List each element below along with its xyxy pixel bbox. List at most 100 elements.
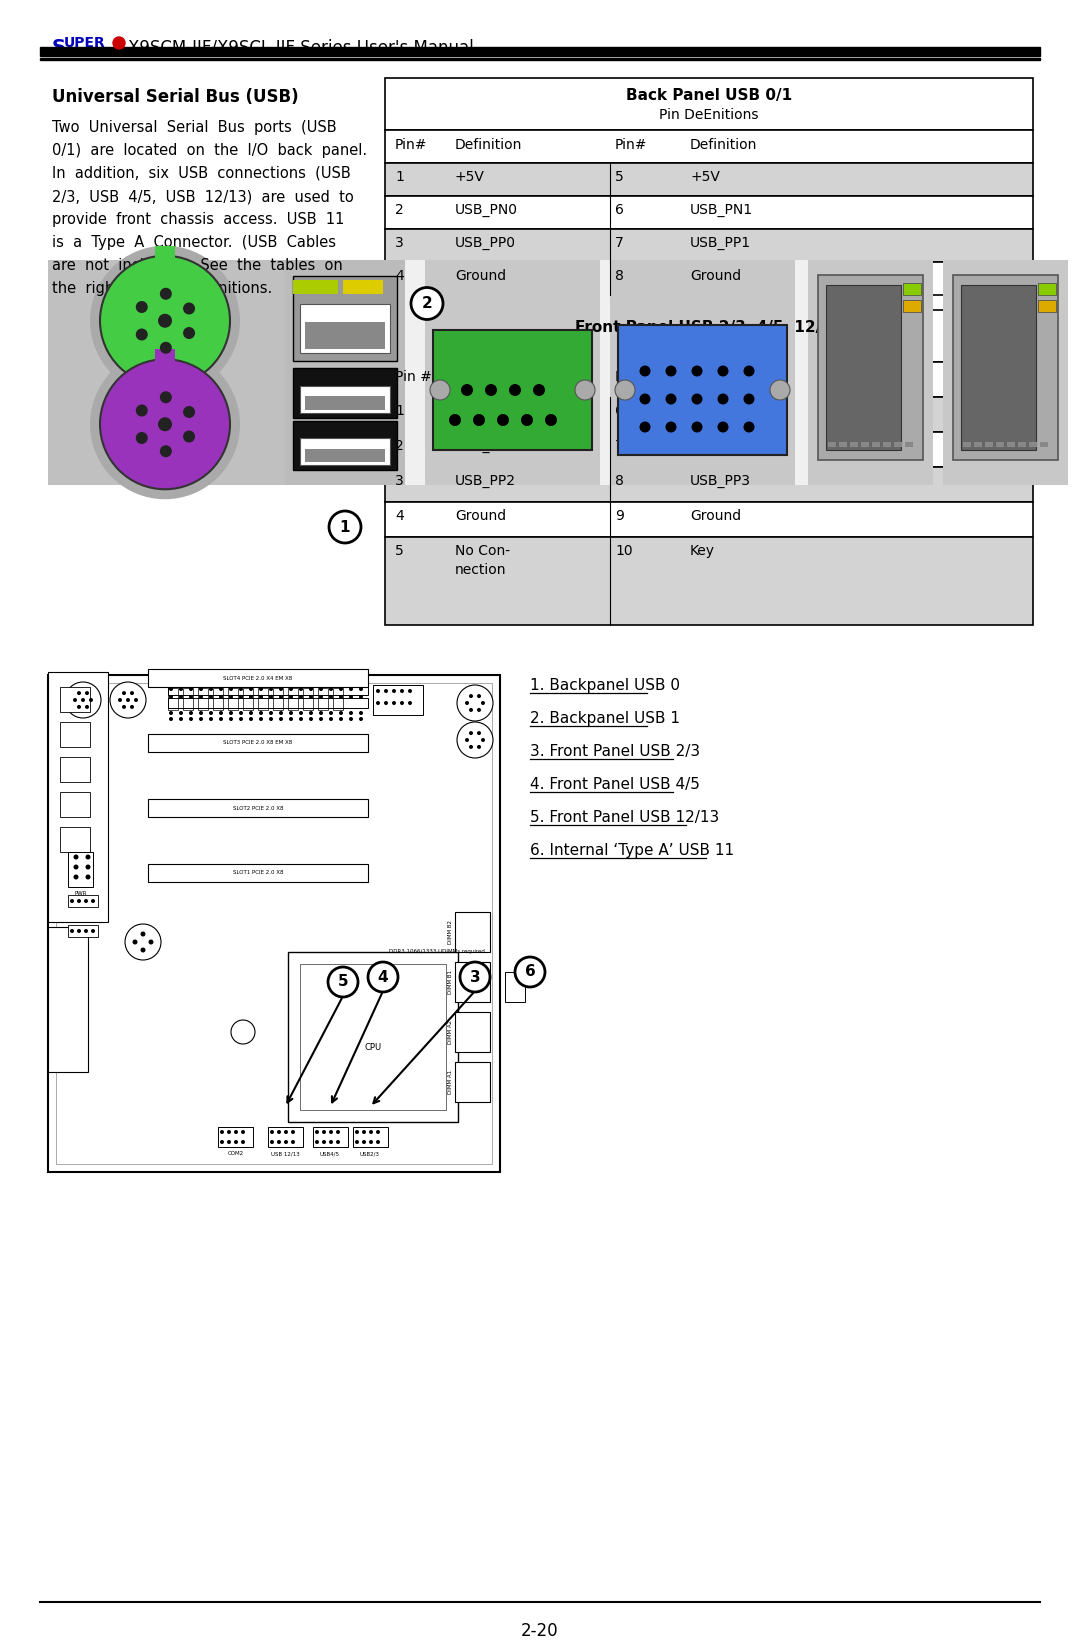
Bar — [293, 280, 338, 294]
Circle shape — [408, 690, 411, 693]
Text: USB_PN2: USB_PN2 — [455, 439, 518, 454]
Bar — [433, 330, 592, 450]
Circle shape — [231, 1020, 255, 1044]
Text: 1. Backpanel USB 0: 1. Backpanel USB 0 — [530, 678, 680, 693]
Circle shape — [220, 1130, 224, 1134]
Circle shape — [179, 718, 183, 721]
Bar — [426, 261, 600, 485]
Circle shape — [691, 393, 702, 404]
Circle shape — [160, 342, 172, 353]
Bar — [318, 688, 328, 710]
Text: DDR3 1066/1333 UDIMMs required: DDR3 1066/1333 UDIMMs required — [389, 949, 485, 954]
Circle shape — [299, 711, 303, 714]
Circle shape — [249, 686, 253, 691]
Bar — [384, 196, 1032, 229]
Bar — [313, 1127, 348, 1147]
Bar — [861, 442, 869, 447]
Circle shape — [220, 1140, 224, 1143]
Circle shape — [315, 1130, 319, 1134]
Circle shape — [639, 393, 650, 404]
Circle shape — [329, 718, 333, 721]
Circle shape — [362, 1140, 366, 1143]
Circle shape — [639, 366, 650, 376]
Circle shape — [465, 738, 469, 743]
Circle shape — [183, 406, 195, 417]
Circle shape — [168, 711, 173, 714]
Circle shape — [309, 718, 313, 721]
Circle shape — [339, 718, 343, 721]
Text: DIMM B2: DIMM B2 — [448, 921, 453, 944]
Bar — [148, 799, 368, 817]
Circle shape — [639, 421, 650, 432]
Bar — [300, 964, 446, 1110]
Text: USB_PP0: USB_PP0 — [455, 236, 516, 251]
Circle shape — [140, 947, 146, 952]
Circle shape — [515, 957, 545, 987]
Circle shape — [309, 686, 313, 691]
Text: 1: 1 — [395, 170, 404, 185]
Text: 3: 3 — [395, 474, 404, 488]
Circle shape — [239, 711, 243, 714]
Circle shape — [328, 967, 357, 997]
Text: +5V: +5V — [690, 170, 720, 185]
Text: +5V: +5V — [455, 170, 485, 185]
Bar — [384, 432, 1032, 467]
Circle shape — [229, 718, 233, 721]
Circle shape — [179, 695, 183, 700]
Bar — [183, 688, 193, 710]
Bar — [48, 927, 87, 1072]
Circle shape — [81, 698, 85, 701]
Circle shape — [460, 962, 490, 992]
Circle shape — [276, 1130, 281, 1134]
Bar — [985, 442, 993, 447]
Text: 2: 2 — [395, 439, 404, 454]
Circle shape — [665, 393, 676, 404]
Text: 2: 2 — [421, 295, 432, 310]
Circle shape — [465, 701, 469, 705]
Circle shape — [136, 404, 148, 416]
Text: 3: 3 — [470, 970, 481, 985]
Circle shape — [210, 686, 213, 691]
Bar — [60, 827, 90, 851]
Bar — [148, 668, 368, 686]
Circle shape — [269, 718, 273, 721]
Text: Definition: Definition — [455, 139, 523, 152]
Text: 5: 5 — [615, 170, 624, 185]
Circle shape — [122, 691, 126, 695]
Bar — [60, 757, 90, 782]
Circle shape — [299, 718, 303, 721]
Text: Definition: Definition — [690, 139, 757, 152]
Bar — [168, 683, 368, 695]
Bar — [903, 284, 921, 295]
Circle shape — [717, 421, 729, 432]
Bar — [1007, 442, 1015, 447]
Circle shape — [189, 718, 193, 721]
Bar — [305, 449, 384, 462]
Circle shape — [291, 1130, 295, 1134]
Bar — [40, 58, 1040, 59]
Circle shape — [65, 681, 102, 718]
Circle shape — [359, 695, 363, 700]
Text: 0/1)  are  located  on  the  I/O  back  panel.: 0/1) are located on the I/O back panel. — [52, 144, 367, 158]
Bar — [996, 442, 1004, 447]
Circle shape — [219, 695, 222, 700]
Bar — [826, 285, 901, 450]
Circle shape — [85, 705, 89, 710]
Circle shape — [279, 718, 283, 721]
Text: 6: 6 — [615, 203, 624, 218]
Circle shape — [270, 1130, 274, 1134]
Circle shape — [189, 695, 193, 700]
Bar — [303, 688, 313, 710]
Bar — [168, 688, 178, 710]
Circle shape — [85, 874, 91, 879]
Circle shape — [160, 391, 172, 403]
Text: 7: 7 — [615, 236, 624, 251]
Circle shape — [339, 686, 343, 691]
Circle shape — [349, 695, 353, 700]
Bar — [961, 285, 1036, 450]
Bar — [384, 398, 1032, 432]
Text: USB_PN3: USB_PN3 — [690, 439, 753, 454]
Circle shape — [400, 701, 404, 705]
Circle shape — [384, 690, 388, 693]
Circle shape — [770, 380, 789, 399]
